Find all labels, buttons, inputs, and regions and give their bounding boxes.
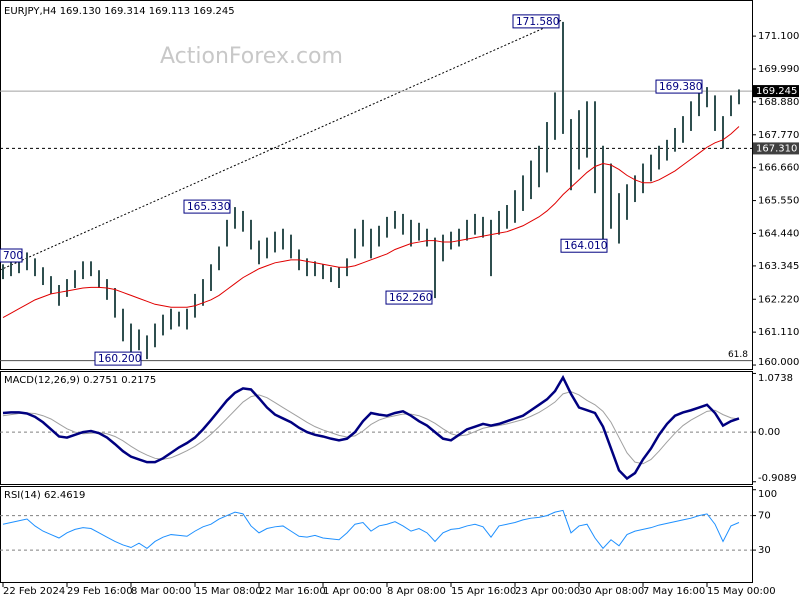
y-tick-label: 165.550 — [758, 196, 799, 207]
annotation-label: 169.380 — [659, 81, 702, 93]
y-tick-label: 100 — [758, 489, 777, 500]
annotation-box — [0, 248, 23, 263]
annotation-label: 171.580 — [516, 16, 559, 28]
y-tick-label: 70 — [758, 511, 771, 522]
x-tick-label: 15 May 00:00 — [707, 586, 776, 597]
x-tick-label: 23 Apr 00:00 — [515, 586, 580, 597]
price-box — [753, 85, 799, 98]
y-tick-label: 30 — [758, 545, 771, 556]
moving-average — [2, 126, 740, 319]
trend-line — [0, 19, 563, 271]
macd-label: MACD(12,26,9) 0.2751 0.2175 — [4, 375, 156, 386]
annotation-label: 165.330 — [187, 201, 230, 213]
x-tick-label: 7 May 16:00 — [643, 586, 705, 597]
annotation-box — [183, 199, 231, 214]
x-tick-label: 15 Apr 16:00 — [451, 586, 516, 597]
y-tick-label: 160.000 — [758, 357, 799, 368]
price-box-label: 167.310 — [756, 143, 797, 154]
macd-signal — [2, 391, 740, 465]
x-tick-label: 8 Mar 00:00 — [131, 586, 191, 597]
y-tick-label: 1.0738 — [758, 373, 793, 384]
x-tick-label: 29 Feb 16:00 — [67, 586, 133, 597]
chart-title: EURJPY,H4 169.130 169.314 169.113 169.24… — [4, 6, 235, 17]
x-tick-label: 22 Feb 2024 — [3, 586, 65, 597]
annotation-box — [94, 351, 142, 366]
annotation-box — [655, 79, 703, 94]
price-pane — [0, 0, 753, 370]
annotation-box — [512, 14, 560, 29]
rsi-label: RSI(14) 62.4619 — [4, 490, 85, 501]
price-box — [753, 142, 799, 155]
y-tick-label: -0.9089 — [758, 473, 797, 484]
y-tick-label: 164.440 — [758, 228, 799, 239]
macd-pane — [0, 371, 753, 485]
macd-line — [2, 374, 740, 481]
x-tick-label: 8 Apr 08:00 — [387, 586, 446, 597]
rsi-pane — [0, 486, 753, 583]
annotation-label: 700 — [3, 250, 23, 262]
y-tick-label: 167.770 — [758, 130, 799, 141]
annotation-box — [560, 238, 608, 253]
x-tick-label: 30 Apr 08:00 — [579, 586, 644, 597]
fib-label: 61.8 — [728, 350, 748, 360]
annotation-box — [385, 290, 433, 305]
y-tick-label: 168.880 — [758, 97, 799, 108]
y-tick-label: 166.660 — [758, 163, 799, 174]
y-tick-label: 161.110 — [758, 327, 799, 338]
y-tick-label: 171.100 — [758, 31, 799, 42]
annotation-label: 160.200 — [98, 353, 141, 365]
y-tick-label: 169.990 — [758, 64, 799, 75]
y-tick-label: 163.345 — [758, 261, 799, 272]
x-tick-label: 1 Apr 00:00 — [323, 586, 382, 597]
annotation-label: 162.260 — [389, 292, 432, 304]
y-tick-label: 0.00 — [758, 427, 780, 438]
x-tick-label: 22 Mar 16:00 — [259, 586, 326, 597]
watermark: ActionForex.com — [160, 44, 343, 69]
annotation-label: 164.010 — [564, 240, 607, 252]
price-box-label: 169.245 — [756, 86, 797, 97]
rsi-line — [2, 509, 740, 550]
y-tick-label: 162.220 — [758, 294, 799, 305]
x-tick-label: 15 Mar 08:00 — [195, 586, 262, 597]
